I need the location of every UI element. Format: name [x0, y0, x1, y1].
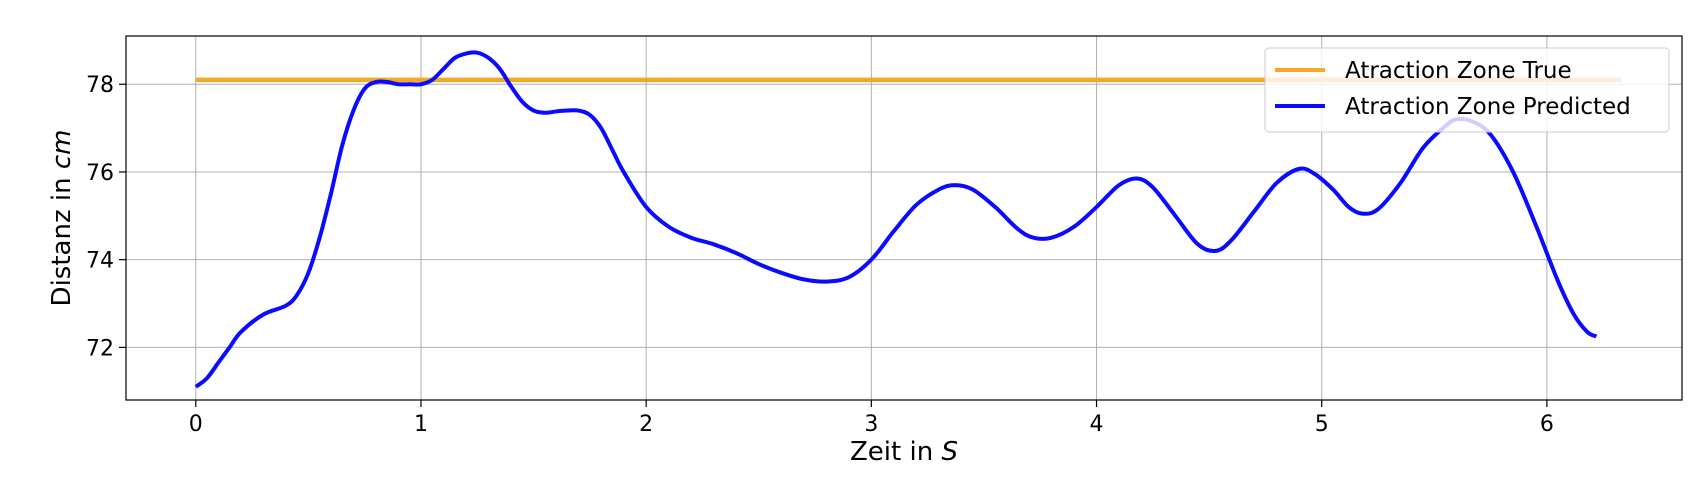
x-axis-label: Zeit in S — [850, 437, 958, 467]
y-tick-label: 76 — [86, 161, 114, 186]
y-tick-label: 78 — [86, 73, 114, 98]
x-axis-ticks: 0 1 2 3 4 5 6 — [189, 400, 1554, 437]
legend-entry: Atraction Zone Predicted — [1345, 94, 1631, 120]
x-tick-label: 5 — [1315, 412, 1329, 437]
legend: Atraction Zone True Atraction Zone Predic… — [1264, 47, 1670, 133]
y-tick-label: 72 — [86, 336, 114, 361]
x-tick-label: 2 — [639, 412, 653, 437]
y-axis-label: Distanz in cm — [47, 130, 77, 307]
y-axis-ticks: 72 74 76 78 — [86, 73, 126, 361]
plot-frame — [125, 35, 1683, 401]
x-tick-label: 0 — [189, 412, 203, 437]
x-tick-label: 3 — [864, 412, 878, 437]
x-tick-label: 6 — [1540, 412, 1554, 437]
series-line-2 — [194, 50, 1598, 389]
legend-entry: Atraction Zone True — [1345, 58, 1572, 84]
x-tick-label: 4 — [1090, 412, 1104, 437]
legend-box — [1264, 47, 1670, 133]
x-tick-label: 1 — [414, 412, 428, 437]
y-tick-label: 74 — [86, 249, 114, 274]
